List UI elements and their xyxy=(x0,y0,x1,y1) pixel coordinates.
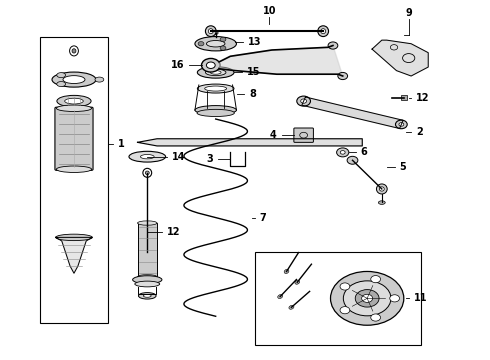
Bar xyxy=(138,223,157,277)
Ellipse shape xyxy=(206,62,215,68)
Ellipse shape xyxy=(138,275,157,279)
Ellipse shape xyxy=(343,281,391,316)
Text: 2: 2 xyxy=(416,127,423,136)
Ellipse shape xyxy=(395,120,407,129)
Ellipse shape xyxy=(95,77,104,82)
Ellipse shape xyxy=(347,156,358,164)
Circle shape xyxy=(340,307,350,314)
Text: 13: 13 xyxy=(247,37,261,47)
Ellipse shape xyxy=(213,32,218,35)
Text: 8: 8 xyxy=(249,89,256,99)
Ellipse shape xyxy=(197,109,234,117)
Ellipse shape xyxy=(56,105,92,112)
Ellipse shape xyxy=(56,166,92,172)
Ellipse shape xyxy=(379,187,384,191)
Ellipse shape xyxy=(135,281,160,287)
Ellipse shape xyxy=(65,98,83,104)
Ellipse shape xyxy=(141,154,154,159)
Text: 6: 6 xyxy=(361,147,368,157)
Ellipse shape xyxy=(57,95,91,107)
Text: 12: 12 xyxy=(167,227,180,237)
FancyBboxPatch shape xyxy=(55,107,93,170)
Ellipse shape xyxy=(144,294,151,297)
Ellipse shape xyxy=(331,271,404,325)
Ellipse shape xyxy=(195,105,237,114)
Text: 3: 3 xyxy=(206,154,213,164)
Ellipse shape xyxy=(63,76,85,84)
Circle shape xyxy=(340,283,350,290)
Ellipse shape xyxy=(143,168,152,177)
Polygon shape xyxy=(138,139,362,146)
Circle shape xyxy=(390,295,399,302)
Ellipse shape xyxy=(201,58,220,72)
Ellipse shape xyxy=(362,294,373,302)
Ellipse shape xyxy=(289,305,294,309)
Text: 10: 10 xyxy=(263,6,276,17)
Text: 9: 9 xyxy=(405,8,412,18)
Text: 4: 4 xyxy=(270,130,277,140)
Ellipse shape xyxy=(56,234,92,240)
Ellipse shape xyxy=(340,150,345,154)
Text: 12: 12 xyxy=(416,93,430,103)
Ellipse shape xyxy=(205,86,227,91)
Circle shape xyxy=(371,314,381,321)
Ellipse shape xyxy=(321,29,326,34)
Ellipse shape xyxy=(57,81,66,86)
Ellipse shape xyxy=(133,276,162,284)
Ellipse shape xyxy=(72,49,76,53)
Ellipse shape xyxy=(295,280,300,284)
Ellipse shape xyxy=(355,289,379,307)
Ellipse shape xyxy=(57,73,66,78)
Text: 7: 7 xyxy=(260,213,267,222)
Ellipse shape xyxy=(195,37,237,51)
Ellipse shape xyxy=(52,72,96,87)
Ellipse shape xyxy=(297,96,311,106)
Bar xyxy=(40,37,108,323)
Bar xyxy=(401,95,407,100)
Ellipse shape xyxy=(278,294,283,298)
Ellipse shape xyxy=(205,69,226,76)
Ellipse shape xyxy=(197,67,234,78)
Circle shape xyxy=(220,37,226,41)
Ellipse shape xyxy=(338,72,347,80)
Text: 14: 14 xyxy=(172,152,185,162)
Polygon shape xyxy=(220,45,343,76)
Ellipse shape xyxy=(337,148,349,157)
Circle shape xyxy=(371,275,381,283)
Text: 11: 11 xyxy=(414,293,427,303)
Ellipse shape xyxy=(318,26,329,37)
Ellipse shape xyxy=(146,171,149,175)
Ellipse shape xyxy=(399,123,404,126)
Ellipse shape xyxy=(208,29,213,34)
Ellipse shape xyxy=(210,71,221,74)
Ellipse shape xyxy=(138,221,157,225)
Polygon shape xyxy=(56,237,92,273)
Ellipse shape xyxy=(206,41,225,47)
Ellipse shape xyxy=(328,42,338,49)
Bar xyxy=(255,252,421,345)
Polygon shape xyxy=(302,97,403,129)
Text: 16: 16 xyxy=(171,60,184,70)
FancyBboxPatch shape xyxy=(294,128,314,142)
Ellipse shape xyxy=(301,99,307,103)
Circle shape xyxy=(198,41,204,46)
Text: 1: 1 xyxy=(118,139,125,149)
Text: 5: 5 xyxy=(399,162,406,172)
Ellipse shape xyxy=(205,26,216,37)
Ellipse shape xyxy=(284,269,289,274)
Ellipse shape xyxy=(378,201,385,204)
Ellipse shape xyxy=(129,151,166,162)
Ellipse shape xyxy=(70,46,78,56)
Ellipse shape xyxy=(376,184,387,194)
Ellipse shape xyxy=(197,84,234,93)
Text: 15: 15 xyxy=(246,67,260,77)
Ellipse shape xyxy=(139,293,156,299)
Polygon shape xyxy=(372,40,428,76)
Circle shape xyxy=(220,46,226,50)
